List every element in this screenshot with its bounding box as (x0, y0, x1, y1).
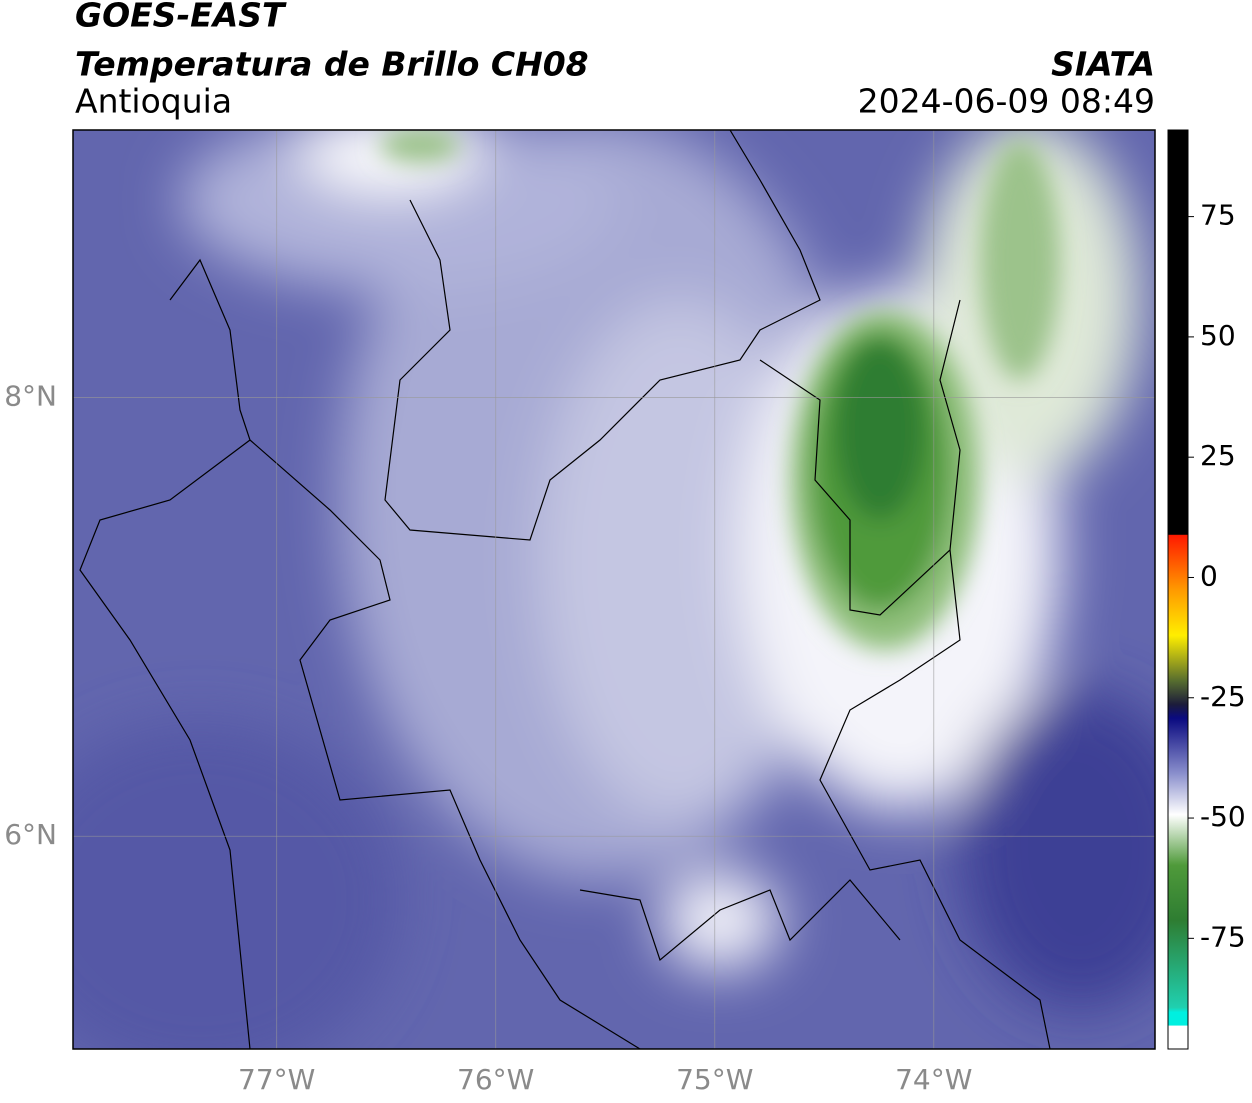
colorbar-tick-label: 25 (1200, 439, 1236, 472)
colorbar-tick-label: 75 (1200, 199, 1236, 232)
colorbar-tick-label: -25 (1200, 680, 1246, 713)
colorbar-tick-label: 0 (1200, 559, 1218, 592)
colorbar (1167, 129, 1189, 1050)
source-title: SIATA (1051, 45, 1155, 84)
region-title: Antioquia (75, 82, 232, 121)
y-tick-label: 8°N (4, 380, 57, 413)
datetime-title: 2024-06-09 08:49 (858, 82, 1155, 121)
x-tick-label: 76°W (457, 1063, 534, 1096)
y-tick-label: 6°N (4, 818, 57, 851)
map-image (73, 130, 1155, 1049)
x-tick-label: 74°W (895, 1063, 972, 1096)
product-title: Temperatura de Brillo CH08 (75, 45, 589, 84)
colorbar-tick-label: 50 (1200, 319, 1236, 352)
x-tick-label: 75°W (676, 1063, 753, 1096)
x-tick-label: 77°W (238, 1063, 315, 1096)
axes: 77°W 76°W 75°W 74°W 8°N 6°N (4, 130, 1155, 1096)
satellite-title: GOES-EAST (75, 0, 287, 35)
colorbar-tick-label: -75 (1200, 920, 1246, 953)
map-frame (72, 129, 1156, 1050)
colorbar-tick-label: -50 (1200, 800, 1246, 833)
